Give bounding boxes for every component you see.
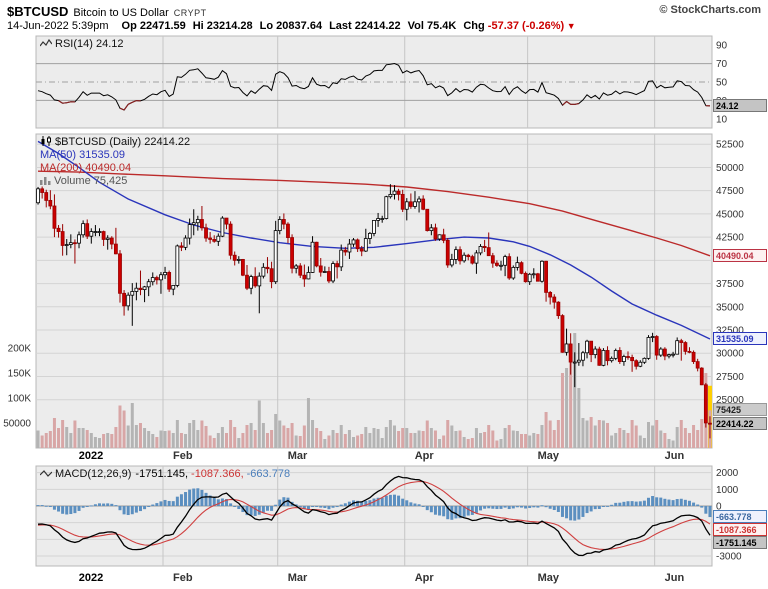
macd-legend-label: MACD(12,26,9) xyxy=(55,468,132,480)
rsi-indicator-icon xyxy=(39,38,53,47)
quote-value-op: 22471.59 xyxy=(136,20,186,32)
axis-label: 150K xyxy=(8,369,32,380)
macd-indicator-icon xyxy=(39,470,53,477)
axis-label: 32500 xyxy=(716,326,744,337)
axis-label: Feb xyxy=(173,572,193,584)
main-symbol-legend-text: $BTCUSD (Daily) 22414.22 xyxy=(55,136,191,148)
axis-label: Mar xyxy=(288,450,308,462)
quote-value-lo: 20837.64 xyxy=(273,20,323,32)
ma50-legend-text: MA(50) 31535.09 xyxy=(40,149,125,161)
main-symbol-legend: $BTCUSD (Daily) 22414.22 xyxy=(40,136,190,148)
axis-label: 30 xyxy=(716,96,728,107)
volume-legend: Volume 75,425 xyxy=(40,175,127,187)
datetime: 14-Jun-2022 5:39pm xyxy=(7,20,109,32)
axis-label: 37500 xyxy=(716,279,744,290)
quote-label-chg: Chg xyxy=(463,20,485,32)
axis-label: Jun xyxy=(665,572,685,584)
axis-label: 10 xyxy=(716,114,728,125)
axis-label: May xyxy=(538,450,560,462)
axis-label: 35000 xyxy=(716,302,744,313)
quote-label-vol: Vol xyxy=(407,20,424,32)
price-plot xyxy=(36,140,712,448)
quote-value-chg: -57.37 (-0.26%) xyxy=(484,20,565,32)
axis-label: 90 xyxy=(716,41,728,52)
header-title-row: $BTCUSD Bitcoin to US Dollar CRYPT © Stock… xyxy=(7,3,761,19)
axis-label: 200K xyxy=(8,344,32,355)
panel-background xyxy=(35,465,713,567)
axis-label: 2022 xyxy=(79,572,103,584)
symbol-name: Bitcoin to US Dollar xyxy=(73,7,169,19)
axis-label: 50000 xyxy=(716,163,744,174)
ma50-legend: MA(50) 31535.09 xyxy=(40,149,125,161)
ma200-legend-text: MA(200) 40490.04 xyxy=(40,162,132,174)
axis-label: 25000 xyxy=(716,395,744,406)
axis-label: 52500 xyxy=(716,140,744,151)
macd-legend: MACD(12,26,9) -1751.145, -1087.366, -663.77… xyxy=(39,468,291,480)
axis-label: 30000 xyxy=(716,349,744,360)
volume-bars-icon xyxy=(40,177,51,185)
axis-label: 2000 xyxy=(716,468,739,479)
quote-label-hi: Hi xyxy=(192,20,204,32)
axis-label: 70 xyxy=(716,59,728,70)
symbol-ticker: $BTCUSD xyxy=(7,4,69,19)
macd-hist-value: -663.778 xyxy=(246,468,291,480)
exchange-label: CRYPT xyxy=(173,8,207,18)
chart-header: $BTCUSD Bitcoin to US Dollar CRYPT © Stock… xyxy=(7,3,761,32)
macd-plot xyxy=(36,475,712,557)
macd-line xyxy=(37,475,711,557)
axis-label: 1000 xyxy=(716,485,739,496)
change-down-arrow-icon: ▼ xyxy=(564,21,576,31)
axis-label: 2022 xyxy=(79,450,103,462)
axis-label: Apr xyxy=(415,450,435,462)
quote-label-op: Op xyxy=(121,20,137,32)
axis-label: 100K xyxy=(8,394,32,405)
axis-label: 27500 xyxy=(716,372,744,383)
axis-label: May xyxy=(538,572,560,584)
axis-label: Jun xyxy=(665,450,685,462)
rsi-legend-text: RSI(14) 24.12 xyxy=(55,38,124,50)
axis-label: Feb xyxy=(173,450,193,462)
axis-label: -3000 xyxy=(716,552,742,563)
candlestick-icon xyxy=(41,136,51,146)
axis-label: Apr xyxy=(415,572,435,584)
quote-label-last: Last xyxy=(329,20,352,32)
axis-label: 50 xyxy=(716,78,728,89)
macd-line-value: -1751.145, xyxy=(135,468,189,480)
axis-label: Mar xyxy=(288,572,308,584)
ma200-line xyxy=(37,170,711,257)
volume-legend-text: Volume 75,425 xyxy=(54,175,128,187)
axis-label: 50000 xyxy=(3,419,31,430)
ma50-line xyxy=(37,140,711,340)
macd-signal-value: -1087.366, xyxy=(191,468,244,480)
rsi-legend: RSI(14) 24.12 xyxy=(39,38,124,50)
axis-label: 47500 xyxy=(716,186,744,197)
quote-value-hi: 23214.28 xyxy=(203,20,253,32)
rsi-line xyxy=(37,62,711,111)
quote-row: 14-Jun-2022 5:39pm Op 22471.59 Hi 23214.28… xyxy=(7,20,761,32)
quote-value-vol: 75.4K xyxy=(423,20,457,32)
axis-label: 42500 xyxy=(716,233,744,244)
quote-value-last: 22414.22 xyxy=(351,20,401,32)
copyright-link[interactable]: © StockCharts.com xyxy=(659,4,761,16)
axis-label: 45000 xyxy=(716,209,744,220)
axis-label: 0 xyxy=(716,502,722,513)
quote-summary: Op 22471.59 Hi 23214.28 Lo 20837.64 Last 22… xyxy=(115,20,576,32)
quote-label-lo: Lo xyxy=(259,20,274,32)
ma200-legend: MA(200) 40490.04 xyxy=(40,162,131,174)
